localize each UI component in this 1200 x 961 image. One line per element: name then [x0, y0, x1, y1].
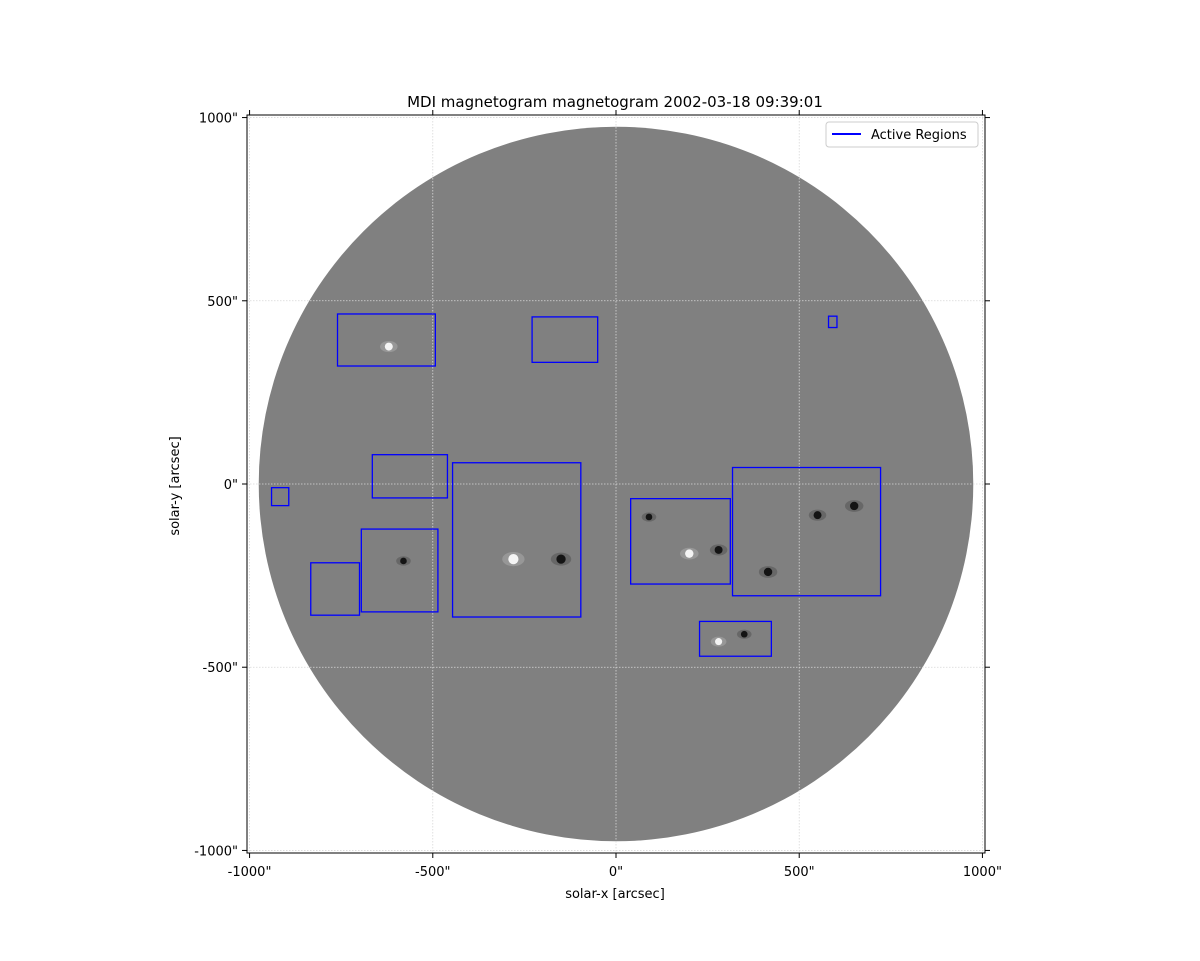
- x-tick-label: 0": [609, 865, 623, 880]
- positive-polarity-feature: [508, 554, 519, 565]
- active-region-box: [270, 487, 290, 507]
- positive-polarity-feature: [685, 549, 694, 558]
- legend-active-regions-label: Active Regions: [871, 128, 967, 143]
- active-region-box: [827, 315, 838, 329]
- active-region-box: [360, 528, 439, 613]
- negative-polarity-feature: [849, 501, 859, 511]
- x-axis-label: solar-x [arcsec]: [565, 887, 665, 902]
- active-region-box: [451, 462, 582, 618]
- active-region-box: [310, 562, 361, 616]
- active-region-boxes: [270, 313, 882, 657]
- chart-title: MDI magnetogram magnetogram 2002-03-18 0…: [407, 93, 823, 111]
- active-region-box: [731, 466, 882, 597]
- x-tick-label: 500": [784, 865, 815, 880]
- active-region-box: [531, 316, 599, 363]
- y-tick-label: 1000": [199, 112, 238, 127]
- negative-polarity-feature: [763, 567, 773, 577]
- negative-polarity-feature: [400, 557, 407, 565]
- legend: Active Regions: [825, 121, 979, 148]
- negative-polarity-feature: [645, 513, 653, 521]
- active-region-box: [336, 313, 436, 367]
- negative-polarity-feature: [556, 554, 566, 564]
- y-tick-label: 500": [207, 295, 238, 310]
- active-region-box: [371, 454, 449, 499]
- axis-ticks: -1000" -500" 0" 500" 1000" 1000" 500" 0" -500" -1…: [194, 110, 1002, 880]
- y-tick-label: -500": [203, 661, 238, 676]
- legend-frame: [825, 121, 979, 148]
- negative-polarity-feature: [740, 630, 748, 638]
- magnetic-features: [380, 341, 864, 647]
- active-region-box: [698, 620, 773, 657]
- active-region-box: [630, 498, 731, 585]
- coordinate-grid: [247, 115, 985, 853]
- negative-polarity-feature: [714, 545, 723, 554]
- positive-polarity-feature: [384, 342, 393, 351]
- x-tick-label: 1000": [963, 865, 1002, 880]
- positive-polarity-feature: [715, 638, 723, 646]
- plot-area: [247, 115, 985, 853]
- y-axis-label: solar-y [arcsec]: [168, 436, 183, 535]
- x-tick-label: -1000": [228, 865, 272, 880]
- x-tick-label: -500": [415, 865, 450, 880]
- negative-polarity-feature: [813, 511, 822, 520]
- y-tick-label: 0": [224, 478, 238, 493]
- y-tick-label: -1000": [194, 844, 238, 859]
